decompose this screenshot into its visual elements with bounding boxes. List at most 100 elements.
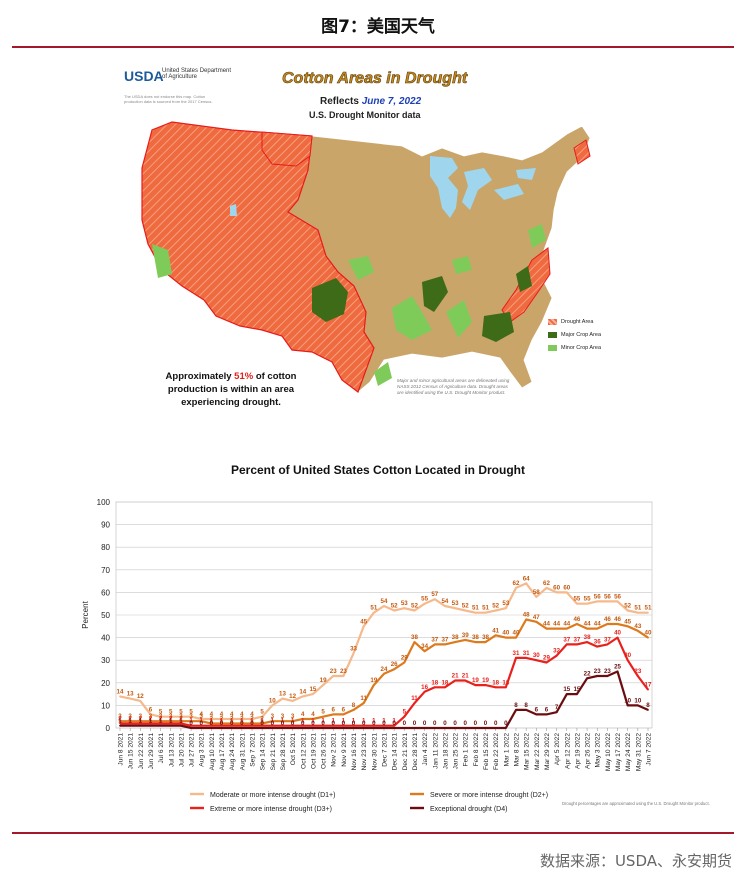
data-point <box>515 657 517 659</box>
data-point <box>444 727 446 729</box>
data-point <box>383 724 385 727</box>
data-point <box>616 600 619 603</box>
drought-map-panel: USDA United States Department of Agricul… <box>112 60 630 416</box>
data-point <box>636 675 639 677</box>
data-label: 52 <box>492 602 499 609</box>
data-label: 5 <box>179 709 183 716</box>
data-label: 4 <box>200 711 204 718</box>
data-point <box>383 727 385 729</box>
data-point <box>423 602 426 605</box>
data-point <box>454 607 456 610</box>
data-point <box>190 720 192 723</box>
data-point <box>484 727 487 729</box>
x-tick-label: Mar 29 2022 <box>544 733 551 770</box>
data-point <box>139 722 142 725</box>
data-label: 3 <box>128 713 132 720</box>
map-subtitle-prefix: Reflects <box>320 96 359 107</box>
data-point <box>535 713 538 716</box>
data-label: 47 <box>533 614 540 621</box>
x-tick-label: Nov 2 2021 <box>331 733 338 767</box>
data-point <box>484 684 487 686</box>
data-point <box>200 724 203 727</box>
data-label: 1 <box>291 718 295 725</box>
data-label: 56 <box>614 593 621 600</box>
data-label: 57 <box>431 591 438 598</box>
x-tick-label: Aug 17 2021 <box>219 733 226 771</box>
data-point <box>413 727 416 729</box>
map-legend-drought: Drought Area <box>548 319 593 325</box>
data-label: 1 <box>139 718 143 725</box>
chart-note: Drought percentages are approximated usi… <box>562 801 710 806</box>
data-point <box>352 709 355 711</box>
data-label: 8 <box>524 702 528 709</box>
data-label: 46 <box>604 616 611 623</box>
data-point <box>352 724 355 727</box>
data-point <box>576 623 578 625</box>
data-point <box>342 675 345 677</box>
data-point <box>423 727 426 729</box>
data-point <box>119 720 121 723</box>
data-point <box>159 722 162 725</box>
data-label: 4 <box>230 711 234 718</box>
y-tick-label: 70 <box>101 566 110 575</box>
data-label: 2 <box>260 715 264 722</box>
data-point <box>515 636 517 639</box>
data-label: 5 <box>159 709 163 716</box>
map-statement-pre: Approximately <box>165 371 232 382</box>
data-point <box>159 715 162 718</box>
data-label: 15 <box>563 686 570 693</box>
y-tick-label: 90 <box>101 521 110 530</box>
data-point <box>119 722 121 725</box>
data-point <box>626 704 629 707</box>
data-point <box>240 718 243 720</box>
data-point <box>332 675 335 677</box>
x-tick-label: Jun 8 2021 <box>118 733 125 766</box>
data-point <box>596 645 599 648</box>
data-label: 3 <box>200 713 204 720</box>
great-lakes <box>430 156 536 218</box>
x-tick-label: Apr 12 2022 <box>564 733 571 769</box>
data-point <box>464 609 467 612</box>
data-point <box>129 720 132 723</box>
data-label: 56 <box>594 593 601 600</box>
data-label: 19 <box>472 677 479 684</box>
data-point <box>444 686 446 689</box>
data-point <box>281 724 284 727</box>
data-label: 2 <box>210 715 214 722</box>
data-point <box>332 727 335 729</box>
x-tick-label: May 31 2022 <box>635 733 642 771</box>
data-point <box>393 724 396 727</box>
y-tick-label: 10 <box>101 701 110 710</box>
data-label: 21 <box>452 673 459 680</box>
data-label: 0 <box>321 720 325 727</box>
data-point <box>504 686 507 689</box>
data-point <box>180 720 182 723</box>
data-point <box>504 727 507 729</box>
data-point <box>586 627 588 630</box>
data-point <box>393 609 396 612</box>
data-label: 17 <box>645 682 652 689</box>
data-point <box>555 591 558 594</box>
data-point <box>362 727 365 729</box>
data-point <box>525 582 528 585</box>
x-tick-label: Sep 21 2021 <box>270 733 277 771</box>
data-label: 1 <box>372 718 376 725</box>
data-label: 18 <box>502 679 509 686</box>
data-point <box>555 711 558 714</box>
data-label: 0 <box>413 720 417 727</box>
data-point <box>647 709 649 711</box>
data-label: 43 <box>634 623 641 630</box>
data-label: 38 <box>472 634 479 641</box>
x-tick-label: Sep 7 2021 <box>250 733 257 767</box>
data-label: 53 <box>502 600 509 607</box>
x-tick-label: Jul 13 2021 <box>168 733 175 767</box>
data-label: 1 <box>149 718 153 725</box>
map-source: U.S. Drought Monitor data <box>309 110 421 120</box>
y-tick-label: 20 <box>101 679 110 688</box>
data-point <box>139 699 142 702</box>
data-label: 55 <box>421 596 428 603</box>
data-point <box>535 620 538 623</box>
data-label: 38 <box>584 634 591 641</box>
data-label: 3 <box>291 713 295 720</box>
data-point <box>180 722 182 725</box>
